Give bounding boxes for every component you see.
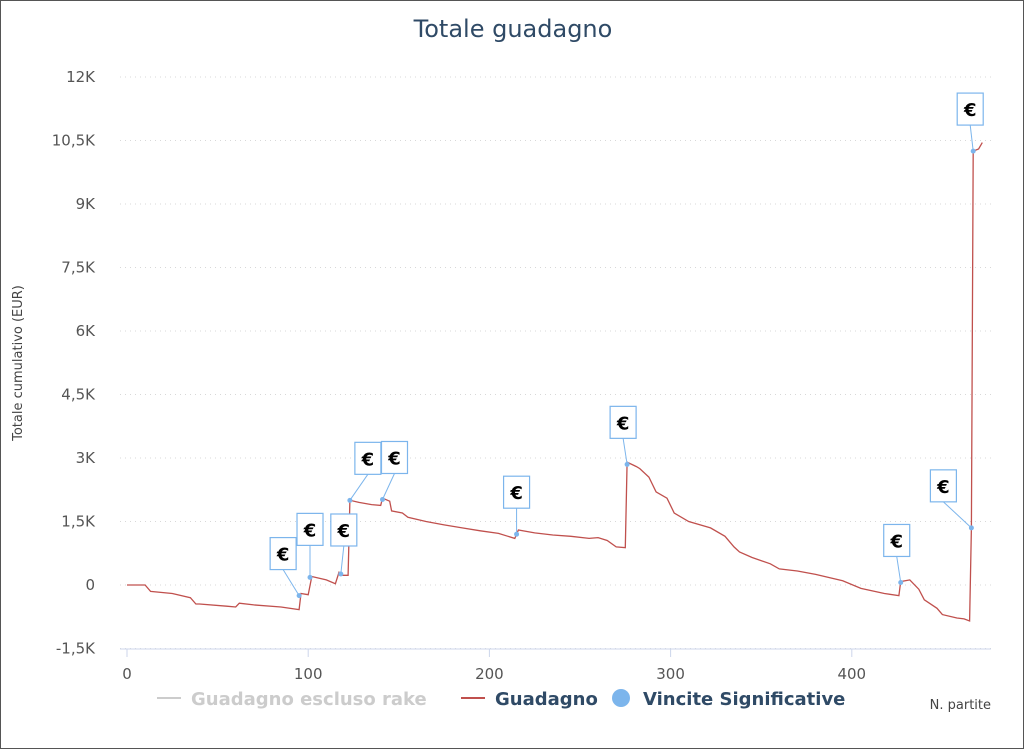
euro-icon: €: [387, 448, 401, 469]
y-tick-label: 7,5K: [61, 259, 96, 277]
flag-box: [929, 469, 957, 503]
significant-win-flag: €: [929, 469, 974, 531]
significant-win-flag: €: [296, 512, 324, 580]
significant-win-flag: €: [330, 513, 358, 577]
y-tick-label: 9K: [76, 195, 97, 213]
y-axis-title: Totale cumulativo (EUR): [11, 285, 26, 442]
euro-icon: €: [616, 413, 630, 434]
significant-win-flag: €: [956, 92, 984, 154]
x-tick-label: 0: [122, 665, 132, 683]
x-tick-label: 100: [294, 665, 323, 683]
flag-stem: [969, 125, 974, 152]
euro-icon: €: [889, 531, 903, 552]
y-axis-ticks: -1,5K 0 1,5K 3K 4,5K 6K 7,5K 9K 10,5K 12K: [52, 68, 96, 658]
euro-icon: €: [936, 477, 950, 498]
series-line-guadagno: [127, 142, 983, 622]
legend-label: Vincite Significative: [643, 689, 845, 710]
flag-point: [968, 525, 974, 531]
euro-icon: €: [276, 545, 290, 566]
x-axis-title: N. partite: [930, 698, 991, 713]
significant-win-flag: €: [347, 441, 382, 503]
significant-win-flag: €: [502, 475, 531, 537]
flag-box: [330, 513, 358, 547]
legend-label: Guadagno escluso rake: [191, 689, 427, 710]
chart-title: Totale guadagno: [413, 15, 613, 43]
x-axis: 0 100 200 300 400: [120, 648, 991, 683]
markers-layer: € € € € € € € € € €: [269, 92, 984, 599]
flag-box: [502, 475, 531, 509]
flag-stem: [382, 473, 395, 500]
legend-item: Vincite Significative: [612, 689, 845, 710]
flag-box: [883, 523, 911, 558]
legend: Guadagno escluso rake Guadagno Vincite Sig…: [157, 689, 845, 710]
y-tick-label: 0: [85, 576, 95, 594]
x-tick-label: 300: [656, 665, 685, 683]
flag-stem: [282, 569, 300, 596]
y-tick-label: 3K: [76, 449, 97, 467]
flag-point: [898, 579, 904, 585]
euro-icon: €: [303, 520, 317, 541]
y-tick-label: -1,5K: [56, 640, 96, 658]
y-tick-label: 10,5K: [52, 132, 96, 150]
x-tick-label: 400: [837, 665, 866, 683]
flag-box: [380, 440, 409, 475]
legend-item: Guadagno escluso rake: [157, 689, 427, 710]
legend-swatch: [612, 689, 630, 707]
flag-stem: [622, 438, 628, 465]
flag-point: [379, 496, 385, 502]
flag-box: [296, 512, 324, 546]
flag-stem: [340, 545, 345, 575]
significant-win-flag: €: [269, 536, 302, 599]
flag-stem: [896, 556, 902, 583]
flag-point: [296, 593, 302, 599]
legend-item: Guadagno: [461, 689, 598, 710]
legend-label: Guadagno: [495, 689, 598, 710]
euro-icon: €: [361, 449, 375, 470]
flag-box: [956, 92, 984, 126]
grid: [120, 76, 991, 649]
flag-point: [338, 571, 344, 577]
flag-point: [307, 574, 313, 580]
flag-point: [514, 531, 520, 537]
series-layer: [127, 142, 983, 622]
flag-point: [347, 497, 353, 503]
y-tick-label: 12K: [66, 68, 96, 86]
euro-icon: €: [337, 521, 351, 542]
flag-stem: [349, 474, 369, 501]
flag-stem: [943, 501, 972, 529]
y-tick-label: 6K: [76, 322, 97, 340]
x-tick-label: 200: [475, 665, 504, 683]
significant-win-flag: €: [883, 523, 911, 585]
flag-box: [354, 441, 382, 475]
euro-icon: €: [963, 100, 977, 121]
y-tick-label: 4,5K: [61, 386, 96, 404]
flag-box: [609, 405, 637, 439]
flag-point: [970, 148, 976, 154]
y-tick-label: 1,5K: [61, 513, 96, 531]
significant-win-flag: €: [379, 440, 409, 502]
flag-point: [624, 461, 630, 467]
euro-icon: €: [509, 483, 523, 504]
significant-win-flag: €: [609, 405, 637, 467]
flag-box: [269, 536, 297, 571]
